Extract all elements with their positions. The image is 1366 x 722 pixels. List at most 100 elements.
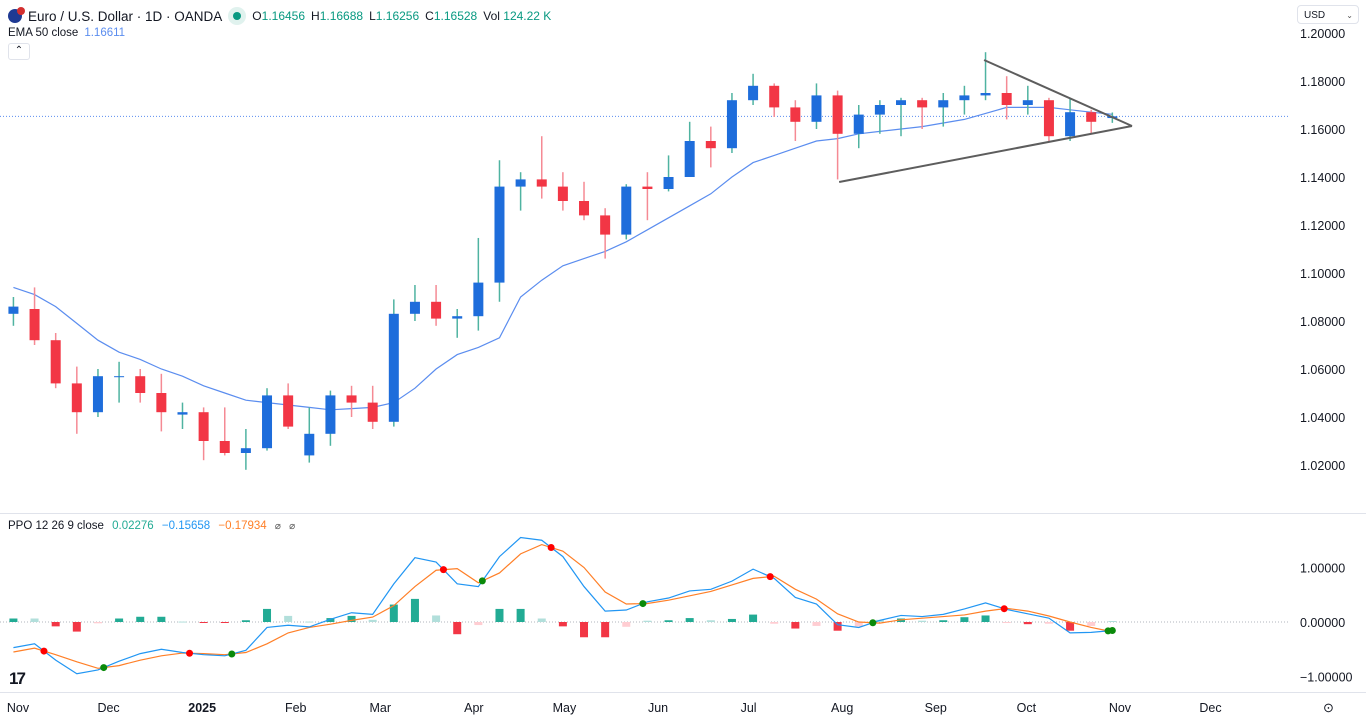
market-open-status-icon — [228, 7, 247, 25]
ppo-histogram-bar — [241, 620, 250, 622]
candle-body — [1043, 100, 1054, 137]
ppo-histogram-bar — [580, 622, 589, 638]
time-axis[interactable]: Nov Dec 2025 Feb Mar Apr May Jun Jul Aug Sep Oct Nov… — [7, 701, 1222, 715]
candle-body — [557, 186, 568, 201]
ppo-bullish-cross-dot — [869, 619, 877, 627]
candle — [790, 100, 801, 141]
price-tick-label: 1.06000 — [1300, 363, 1345, 377]
collapse-legend-button[interactable]: ⌃ — [8, 43, 30, 60]
price-tick-label: 1.04000 — [1300, 411, 1345, 425]
candle-body — [346, 395, 357, 403]
ppo-legend[interactable]: PPO 12 26 9 close 0.02276 −0.15658 −0.17… — [8, 520, 300, 532]
ppo-histogram-bar — [115, 618, 124, 622]
currency-select[interactable]: USD ⌄ — [1297, 5, 1359, 24]
candle-body — [663, 177, 674, 189]
ppo-histogram-bar — [30, 618, 39, 622]
time-tick-label: Nov — [7, 701, 30, 715]
ema-value: 1.16611 — [84, 27, 126, 39]
time-tick-label: Jul — [741, 701, 757, 715]
candle — [896, 97, 907, 137]
candle-body — [92, 376, 103, 413]
ppo-histogram-bar — [770, 622, 779, 624]
ppo-histogram-bar — [1023, 622, 1032, 625]
ppo-histogram-bar — [474, 622, 483, 626]
candle-body — [621, 186, 632, 235]
candle — [71, 366, 82, 434]
ppo-histogram-bar — [812, 622, 821, 626]
candle-body — [1086, 112, 1097, 122]
candle — [515, 172, 526, 211]
ppo-histogram-bar — [1002, 622, 1011, 623]
candle — [367, 385, 378, 429]
ppo-histogram-bar — [537, 618, 546, 622]
candle-body — [50, 340, 61, 384]
candle — [811, 83, 822, 129]
price-pane[interactable] — [0, 52, 1290, 470]
ppo-histogram-bar — [1108, 621, 1117, 623]
triangle-lower-trendline — [838, 125, 1133, 184]
candle-body — [262, 395, 273, 449]
candle — [198, 407, 209, 461]
ppo-bullish-cross-dot — [639, 600, 647, 608]
candle-body — [304, 433, 315, 456]
ppo-histogram-bar — [326, 618, 335, 622]
ppo-pane[interactable] — [0, 536, 1290, 675]
price-axis[interactable]: 1.20000 1.18000 1.16000 1.14000 1.12000 1.100… — [1300, 27, 1345, 473]
candle-body — [8, 306, 19, 314]
ema-legend[interactable]: EMA 50 close 1.16611 — [8, 27, 125, 39]
candle — [50, 333, 61, 389]
ppo-axis[interactable]: 1.00000 0.00000 −1.00000 — [1300, 562, 1353, 685]
ppo-tick-label: −1.00000 — [1300, 671, 1353, 685]
candle-body — [917, 100, 928, 108]
candle — [346, 385, 357, 417]
symbol-title[interactable]: Euro / U.S. Dollar · 1D · OANDA — [28, 8, 223, 24]
candle — [642, 172, 653, 221]
candle-body — [283, 395, 294, 427]
ppo-histogram-bar — [643, 620, 652, 622]
ppo-histogram-bar — [368, 619, 377, 622]
hidden-value-icon: ⌀ — [274, 521, 281, 532]
ppo-histogram-bar — [1044, 622, 1053, 624]
candle — [536, 136, 547, 199]
ppo-bullish-cross-dot — [1108, 627, 1116, 635]
candle — [262, 388, 273, 451]
candle — [600, 208, 611, 259]
price-tick-label: 1.18000 — [1300, 75, 1345, 89]
ppo-bearish-cross-dot — [1000, 605, 1008, 613]
tradingview-logo[interactable]: 17 — [9, 669, 26, 688]
candle-body — [367, 402, 378, 422]
ppo-histogram-bar — [918, 620, 927, 622]
ppo-hist-value: 0.02276 — [112, 520, 154, 532]
ppo-histogram-bar — [749, 614, 758, 622]
candle-body — [579, 201, 590, 216]
close-value: 1.16528 — [433, 9, 478, 23]
ppo-bearish-cross-dot — [547, 544, 555, 552]
candle — [980, 52, 991, 101]
candle — [177, 402, 188, 429]
candle — [409, 285, 420, 321]
candle — [874, 100, 885, 134]
candle — [1043, 97, 1054, 141]
ppo-histogram-bar — [1087, 622, 1096, 626]
symbol-legend[interactable]: Euro / U.S. Dollar · 1D · OANDA O1.16456… — [8, 7, 551, 25]
chevron-down-icon: ⌄ — [1346, 11, 1353, 20]
candle — [473, 237, 484, 331]
candle-body — [135, 376, 146, 393]
candle — [452, 309, 463, 338]
ppo-histogram-bar — [157, 616, 166, 622]
candle — [135, 369, 146, 403]
candle — [663, 155, 674, 192]
ppo-histogram-bar — [263, 608, 272, 622]
ppo-tick-label: 1.00000 — [1300, 562, 1345, 576]
candle — [1001, 76, 1012, 120]
candle — [853, 105, 864, 149]
candle — [388, 299, 399, 427]
candle-body — [198, 412, 209, 441]
candle — [92, 369, 103, 417]
ppo-signal-value: −0.17934 — [218, 520, 267, 532]
settings-gear-icon[interactable]: ⊙ — [1323, 700, 1334, 715]
candle — [579, 181, 590, 221]
volume-value: 124.22 K — [503, 9, 552, 23]
ppo-histogram-bar — [347, 615, 356, 622]
